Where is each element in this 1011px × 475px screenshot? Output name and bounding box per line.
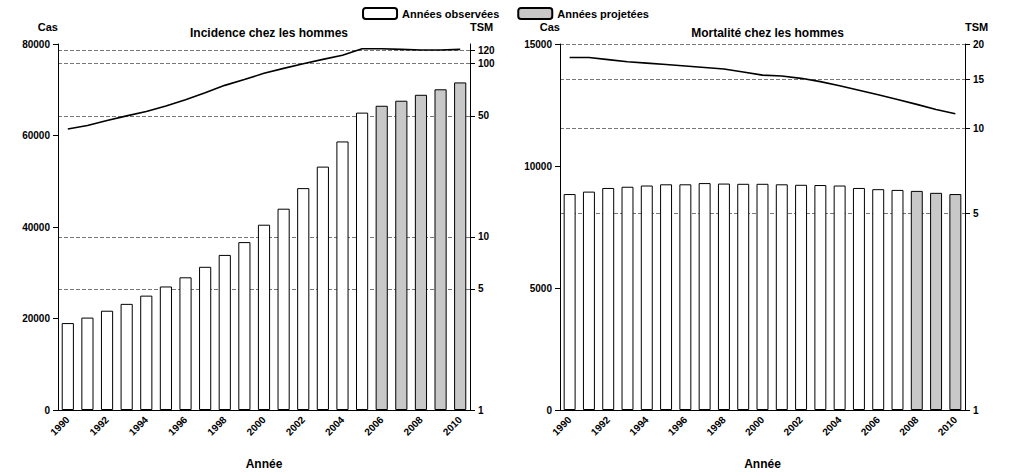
svg-text:1996: 1996: [666, 414, 690, 438]
svg-text:20: 20: [973, 39, 985, 50]
svg-text:Cas: Cas: [540, 21, 560, 33]
svg-text:2000: 2000: [244, 414, 268, 438]
svg-text:15: 15: [973, 74, 985, 85]
svg-text:1992: 1992: [589, 414, 613, 438]
svg-text:2010: 2010: [441, 414, 465, 438]
svg-text:2002: 2002: [781, 414, 805, 438]
svg-text:2006: 2006: [362, 414, 386, 438]
svg-text:15000: 15000: [524, 39, 552, 50]
svg-text:1998: 1998: [205, 414, 229, 438]
svg-text:Mortalité chez les hommes: Mortalité chez les hommes: [691, 26, 844, 40]
svg-text:0: 0: [546, 405, 552, 416]
svg-text:60000: 60000: [22, 130, 50, 141]
svg-text:2000: 2000: [743, 414, 767, 438]
svg-text:Incidence chez les hommes: Incidence chez les hommes: [190, 26, 348, 40]
svg-text:1998: 1998: [704, 414, 728, 438]
svg-text:Cas: Cas: [38, 21, 58, 33]
svg-text:2008: 2008: [401, 414, 425, 438]
svg-text:40000: 40000: [22, 222, 50, 233]
svg-text:10: 10: [973, 123, 985, 134]
svg-text:0: 0: [44, 405, 50, 416]
svg-text:1994: 1994: [127, 414, 151, 438]
svg-text:50: 50: [478, 110, 490, 121]
svg-text:100: 100: [478, 58, 495, 69]
svg-text:1: 1: [478, 405, 484, 416]
svg-text:10000: 10000: [524, 161, 552, 172]
svg-text:20000: 20000: [22, 313, 50, 324]
svg-text:Année: Année: [744, 457, 781, 471]
svg-text:10: 10: [478, 231, 490, 242]
svg-text:2004: 2004: [323, 414, 347, 438]
svg-text:Années projetées: Années projetées: [557, 8, 649, 20]
svg-text:120: 120: [478, 45, 495, 56]
svg-text:1994: 1994: [627, 414, 651, 438]
svg-text:Année: Année: [246, 457, 283, 471]
svg-text:5: 5: [973, 208, 979, 219]
svg-text:5: 5: [478, 283, 484, 294]
svg-text:80000: 80000: [22, 39, 50, 50]
svg-text:2002: 2002: [284, 414, 308, 438]
svg-text:1992: 1992: [87, 414, 111, 438]
svg-text:Années observées: Années observées: [402, 8, 499, 20]
svg-text:2004: 2004: [820, 414, 844, 438]
svg-text:TSM: TSM: [965, 21, 988, 33]
svg-text:1990: 1990: [48, 414, 72, 438]
svg-text:1990: 1990: [550, 414, 574, 438]
svg-text:1: 1: [973, 405, 979, 416]
svg-text:2006: 2006: [859, 414, 883, 438]
svg-text:TSM: TSM: [470, 21, 493, 33]
svg-text:2010: 2010: [936, 414, 960, 438]
svg-text:1996: 1996: [166, 414, 190, 438]
svg-text:2008: 2008: [897, 414, 921, 438]
svg-text:5000: 5000: [530, 283, 553, 294]
